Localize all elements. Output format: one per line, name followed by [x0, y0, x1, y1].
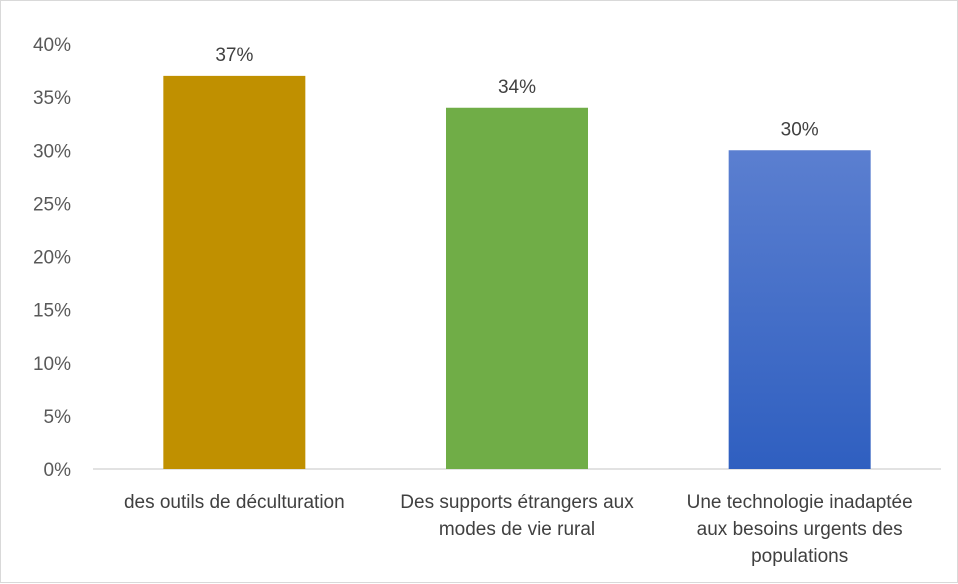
- bar: [446, 107, 588, 469]
- x-category-label: Une technologie inadaptée aux besoins urg…: [687, 492, 913, 567]
- x-category-label: des outils de déculturation: [124, 492, 345, 513]
- y-tick-label: 10%: [33, 354, 71, 375]
- bars: [163, 75, 871, 469]
- y-tick-label: 15%: [33, 301, 71, 322]
- bar: [728, 150, 871, 469]
- y-tick-label: 5%: [44, 407, 72, 428]
- x-category-label: Des supports étrangers aux modes de vie r…: [400, 492, 634, 540]
- y-tick-label: 25%: [33, 194, 71, 215]
- y-tick-label: 30%: [33, 141, 71, 162]
- data-label: 37%: [215, 45, 253, 66]
- data-label: 30%: [781, 119, 819, 140]
- category-labels: des outils de déculturation Des supports …: [124, 492, 913, 567]
- y-tick-label: 40%: [33, 35, 71, 56]
- y-tick-label: 20%: [33, 248, 71, 269]
- y-axis: 0% 5% 10% 15% 20% 25% 30% 35% 40%: [33, 35, 71, 481]
- y-tick-label: 35%: [33, 88, 71, 109]
- y-tick-label: 0%: [44, 460, 72, 481]
- data-labels: 37% 34% 30%: [215, 45, 818, 140]
- bar: [163, 75, 306, 469]
- data-label: 34%: [498, 77, 536, 98]
